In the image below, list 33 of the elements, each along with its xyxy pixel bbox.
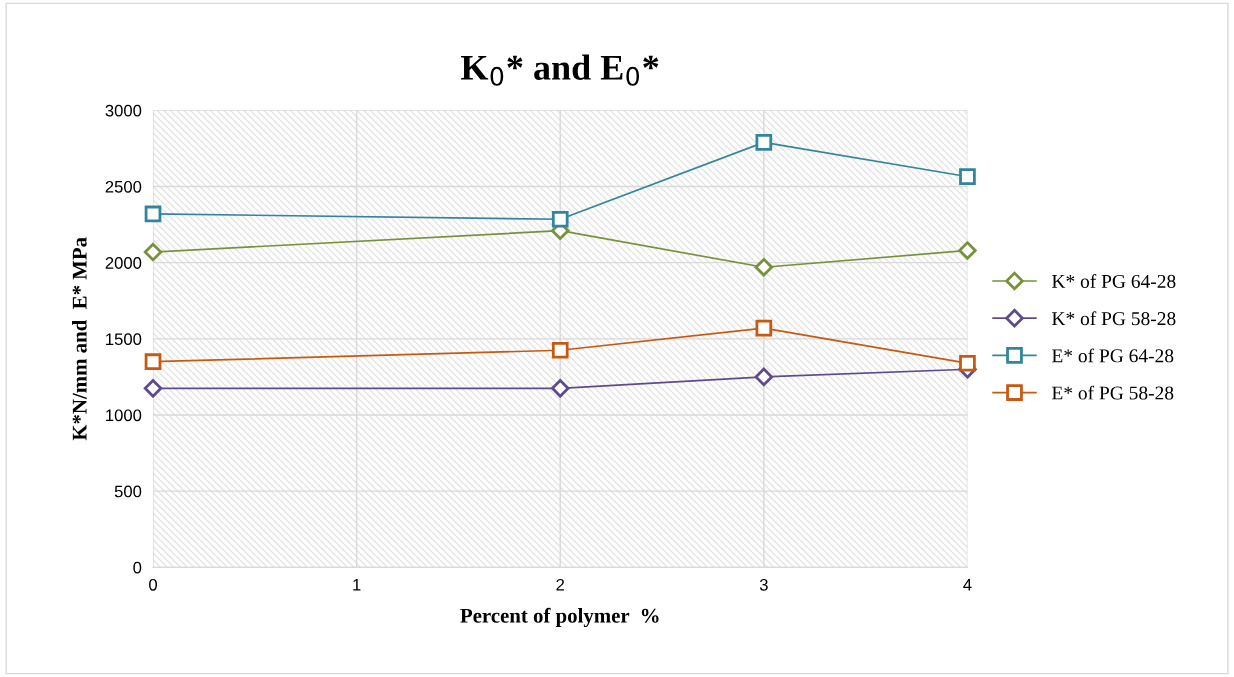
legend-label: K* of PG 64-28 [1051, 274, 1176, 288]
y-tick-label: 2000 [105, 257, 142, 269]
legend-label: E* of PG 64-28 [1051, 348, 1174, 363]
y-tick-label: 1000 [106, 409, 142, 422]
y-tick-label: 2500 [105, 180, 142, 193]
chart-title: K$_{0}$* and E$_{0}$* [461, 54, 659, 86]
y-tick-label: 0 [133, 561, 142, 574]
y-tick-label: 1500 [106, 333, 142, 346]
x-tick-label: 1 [353, 579, 361, 591]
point [755, 134, 773, 151]
point [144, 353, 162, 371]
y-axis-title: K*N/mm and E* MPa [72, 237, 87, 441]
point [754, 367, 774, 387]
point [959, 354, 976, 372]
x-tick-label: 2 [556, 578, 565, 591]
point [754, 258, 774, 277]
y-tick-label: 3000 [105, 104, 142, 117]
x-axis-title: Percent of polymer % [460, 607, 659, 628]
point [143, 379, 163, 398]
point [550, 379, 570, 398]
point [958, 241, 977, 260]
x-tick-label: 0 [149, 578, 157, 591]
x-tick-label: 3 [759, 578, 768, 591]
point [755, 319, 773, 337]
point [144, 205, 162, 223]
legend-label: K* of PG 58-28 [1051, 311, 1176, 326]
x-tick-label: 4 [963, 579, 972, 591]
y-tick-label: 500 [114, 485, 142, 498]
point [551, 210, 569, 228]
point [143, 242, 163, 262]
point [959, 168, 976, 185]
point [551, 341, 569, 359]
legend-label: E* of PG 58-28 [1051, 385, 1174, 400]
